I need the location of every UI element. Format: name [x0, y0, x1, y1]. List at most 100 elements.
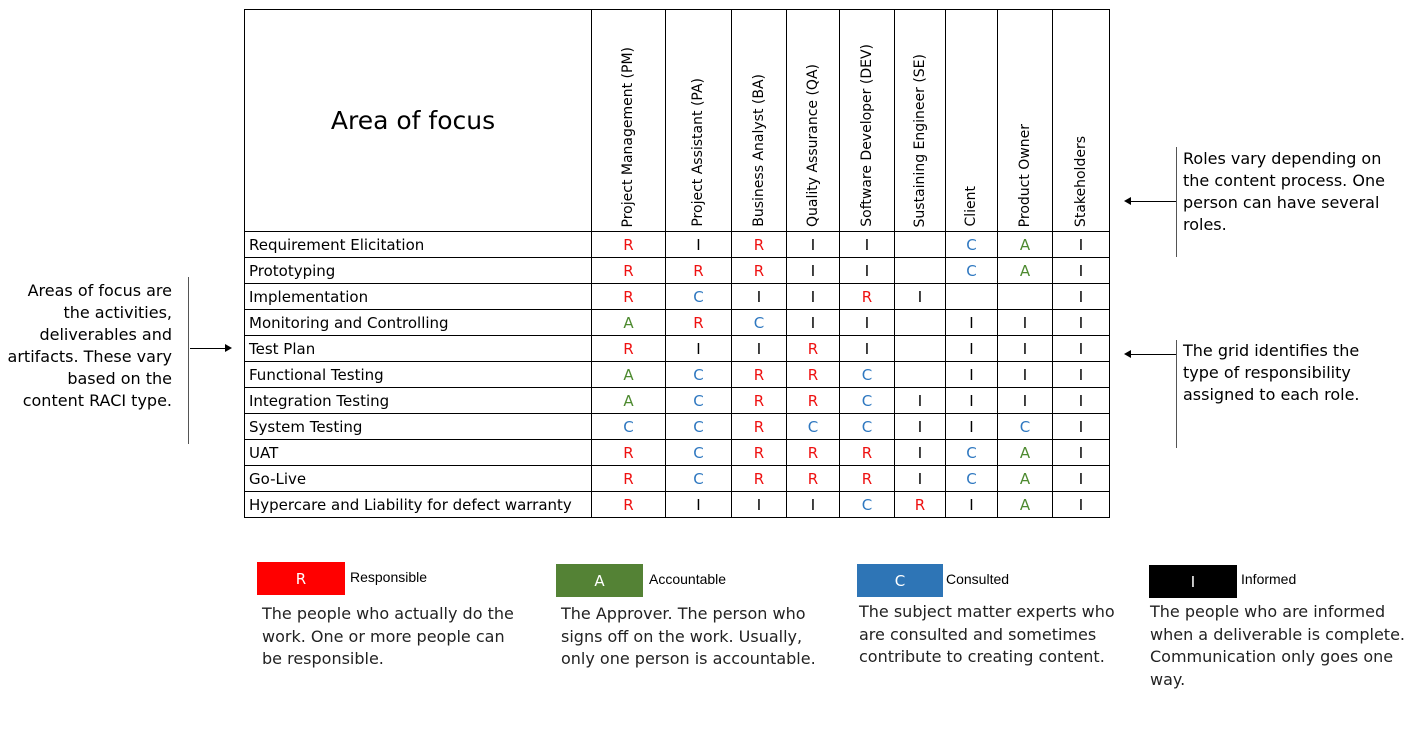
raci-table: Area of focus Project Management (PM) Pr…	[244, 9, 1110, 518]
roles-note-bracket	[1176, 147, 1177, 257]
role-label: Client	[963, 186, 979, 227]
role-label: Stakeholders	[1072, 135, 1089, 227]
raci-cell: C	[839, 387, 895, 414]
raci-cell: I	[894, 465, 946, 492]
grid-arrow-icon	[1124, 350, 1176, 358]
raci-cell: R	[731, 465, 787, 492]
area-of-focus-label: Integration Testing	[244, 387, 592, 414]
raci-cell: I	[786, 283, 840, 310]
raci-cell: C	[665, 283, 732, 310]
grid-note-bracket	[1176, 340, 1177, 448]
role-label: Quality Assurance (QA)	[804, 63, 821, 227]
raci-cell: R	[731, 361, 787, 388]
raci-cell: I	[1052, 439, 1110, 466]
raci-cell: I	[894, 439, 946, 466]
legend-responsible-title: Responsible	[350, 569, 428, 585]
raci-cell: R	[839, 439, 895, 466]
role-header-stakeholders: Stakeholders	[1052, 9, 1110, 232]
raci-cell	[894, 309, 946, 336]
raci-cell: A	[997, 257, 1053, 284]
table-row: Monitoring and Controlling A R C I I I I I	[244, 309, 1110, 336]
area-of-focus-header: Area of focus	[244, 9, 592, 232]
area-of-focus-label: UAT	[244, 439, 592, 466]
raci-table-body: Requirement Elicitation R I R I I C A I Prototypi…	[244, 231, 1110, 518]
table-row: Hypercare and Liability for defect warra…	[244, 491, 1110, 518]
raci-cell: I	[731, 335, 787, 362]
header-row: Area of focus Project Management (PM) Pr…	[244, 9, 1110, 232]
raci-cell: A	[591, 387, 666, 414]
areas-of-focus-note: Areas of focus are the activities, deliv…	[7, 281, 172, 410]
legend-accountable-description: The Approver. The person who signs off o…	[561, 604, 816, 668]
area-of-focus-label: Test Plan	[244, 335, 592, 362]
raci-cell: A	[997, 491, 1053, 518]
raci-cell: I	[786, 309, 840, 336]
role-label: Business Analyst (BA)	[750, 74, 767, 227]
raci-cell: C	[945, 257, 998, 284]
role-label: Software Developer (DEV)	[858, 44, 875, 227]
role-header-product-owner: Product Owner	[997, 9, 1053, 232]
raci-cell: C	[839, 491, 895, 518]
table-row: Prototyping R R R I I C A I	[244, 257, 1110, 284]
raci-cell: A	[591, 309, 666, 336]
raci-cell: C	[839, 413, 895, 440]
raci-cell: I	[839, 335, 895, 362]
raci-cell: I	[1052, 465, 1110, 492]
raci-cell: C	[665, 465, 732, 492]
area-of-focus-label: Implementation	[244, 283, 592, 310]
raci-cell: C	[665, 413, 732, 440]
raci-cell: R	[591, 283, 666, 310]
role-header-dev: Software Developer (DEV)	[839, 9, 895, 232]
raci-cell: R	[786, 361, 840, 388]
raci-cell: R	[839, 465, 895, 492]
raci-cell: I	[665, 231, 732, 258]
legend-consulted-title: Consulted	[946, 571, 1010, 587]
raci-cell: I	[945, 335, 998, 362]
left-arrow-icon	[190, 344, 232, 352]
table-row: UAT R C R R R I C A I	[244, 439, 1110, 466]
raci-cell: C	[665, 439, 732, 466]
raci-cell: R	[731, 439, 787, 466]
raci-cell: I	[945, 387, 998, 414]
raci-cell: A	[997, 439, 1053, 466]
raci-cell	[894, 257, 946, 284]
legend-informed-title: Informed	[1241, 571, 1297, 587]
area-of-focus-label: Functional Testing	[244, 361, 592, 388]
raci-cell: R	[591, 491, 666, 518]
raci-cell: I	[731, 491, 787, 518]
area-of-focus-label: Go-Live	[244, 465, 592, 492]
raci-cell: I	[894, 283, 946, 310]
role-label: Project Assistant (PA)	[690, 78, 706, 227]
legend-informed-swatch: I	[1149, 565, 1237, 598]
raci-cell: R	[591, 439, 666, 466]
raci-cell: C	[839, 361, 895, 388]
raci-cell: C	[945, 231, 998, 258]
raci-cell: I	[945, 361, 998, 388]
raci-cell: I	[786, 231, 840, 258]
raci-cell: I	[1052, 309, 1110, 336]
raci-cell: C	[665, 387, 732, 414]
raci-cell	[997, 283, 1053, 310]
role-label: Project Management (PM)	[620, 46, 636, 227]
raci-cell: I	[1052, 361, 1110, 388]
raci-cell: I	[1052, 257, 1110, 284]
raci-cell: R	[786, 335, 840, 362]
role-header-se: Sustaining Engineer (SE)	[894, 9, 946, 232]
raci-cell	[894, 335, 946, 362]
raci-cell: R	[665, 309, 732, 336]
raci-cell: C	[945, 439, 998, 466]
raci-cell: I	[945, 491, 998, 518]
raci-cell: I	[945, 309, 998, 336]
role-label: Sustaining Engineer (SE)	[911, 53, 928, 227]
role-header-qa: Quality Assurance (QA)	[786, 9, 840, 232]
legend-consulted-swatch: C	[857, 564, 943, 597]
raci-cell: R	[786, 465, 840, 492]
raci-cell: R	[665, 257, 732, 284]
table-row: Test Plan R I I R I I I I	[244, 335, 1110, 362]
table-row: System Testing C C R C C I I C I	[244, 413, 1110, 440]
raci-cell	[894, 361, 946, 388]
role-label: Product Owner	[1016, 123, 1033, 227]
legend-responsible-description: The people who actually do the work. One…	[262, 604, 514, 668]
raci-cell: R	[591, 335, 666, 362]
roles-arrow-icon	[1124, 197, 1176, 205]
legend-responsible-swatch: R	[257, 562, 345, 595]
